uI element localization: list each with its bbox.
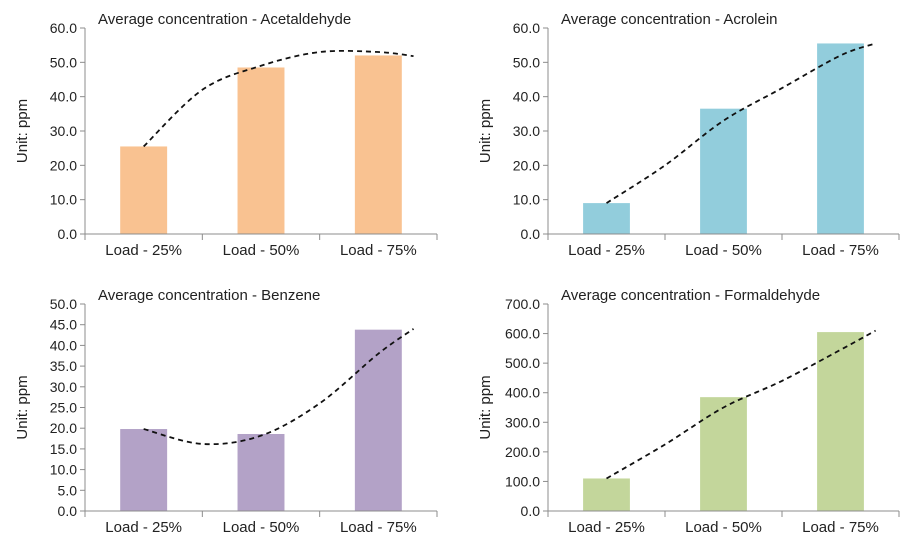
bar	[120, 429, 168, 511]
y-tick-label: 10.0	[50, 192, 77, 208]
bar	[700, 108, 747, 234]
trend-line	[143, 49, 414, 148]
y-tick-label: 60.0	[50, 20, 77, 36]
chart-3: 0.0 5.0 10.0 15.0 20.0 25.0 30.0 35.0 40.0 45.0 50…	[14, 287, 438, 536]
bar	[237, 433, 285, 511]
y-tick-label: 15.0	[50, 441, 77, 457]
y-tick-label: 60.0	[513, 20, 540, 36]
x-tick-label: Load - 50%	[223, 519, 300, 536]
y-tick-label: 30.0	[50, 123, 77, 139]
x-tick-label: Load - 75%	[802, 242, 879, 259]
bar	[700, 397, 747, 511]
bar	[583, 478, 630, 511]
trend-line	[606, 329, 877, 480]
y-tick-label: 700.0	[505, 296, 540, 312]
y-tick-label: 50.0	[50, 54, 77, 70]
y-axis-label: Unit: ppm	[477, 375, 494, 439]
x-tick-label: Load - 50%	[685, 519, 762, 536]
y-tick-label: 25.0	[50, 400, 77, 416]
trend-line	[143, 328, 415, 446]
y-tick-label: 40.0	[50, 337, 77, 353]
y-tick-label: 20.0	[513, 157, 540, 173]
chart-2: 0.0 10.0 20.0 30.0 40.0 50.0 60.0 Load - 25% Loa…	[477, 11, 900, 259]
y-tick-label: 0.0	[58, 226, 78, 242]
x-tick-label: Load - 25%	[568, 242, 645, 259]
y-tick-label: 400.0	[505, 385, 540, 401]
y-tick-label: 10.0	[50, 462, 77, 478]
y-tick-label: 35.0	[50, 358, 77, 374]
y-axis-label: Unit: ppm	[477, 99, 494, 163]
y-tick-label: 0.0	[58, 503, 78, 519]
chart-4: 0.0 100.0 200.0 300.0 400.0 500.0 600.0 700.0 Lo…	[477, 287, 900, 536]
y-tick-label: 100.0	[505, 473, 540, 489]
bar	[120, 146, 168, 234]
chart-title: Average concentration - Acetaldehyde	[98, 11, 351, 28]
y-tick-label: 600.0	[505, 326, 540, 342]
y-tick-label: 50.0	[50, 296, 77, 312]
x-tick-label: Load - 25%	[105, 242, 182, 259]
y-tick-label: 50.0	[513, 54, 540, 70]
y-tick-label: 45.0	[50, 317, 77, 333]
bar	[354, 55, 402, 234]
bar	[354, 329, 402, 511]
y-tick-label: 10.0	[513, 192, 540, 208]
chart-title: Average concentration - Formaldehyde	[561, 287, 820, 304]
x-tick-label: Load - 50%	[223, 242, 300, 259]
y-tick-label: 0.0	[521, 226, 541, 242]
y-tick-label: 20.0	[50, 420, 77, 436]
y-axis-label: Unit: ppm	[14, 375, 31, 439]
trend-line	[606, 42, 876, 204]
x-tick-label: Load - 75%	[802, 519, 879, 536]
y-tick-label: 20.0	[50, 157, 77, 173]
bar	[817, 332, 864, 511]
x-tick-label: Load - 75%	[340, 519, 417, 536]
chart-title: Average concentration - Benzene	[98, 287, 320, 304]
chart-title: Average concentration - Acrolein	[561, 11, 778, 28]
bar	[817, 43, 864, 235]
y-axis-label: Unit: ppm	[14, 99, 31, 163]
y-tick-label: 5.0	[58, 482, 78, 498]
y-tick-label: 200.0	[505, 444, 540, 460]
y-tick-label: 300.0	[505, 414, 540, 430]
y-tick-label: 500.0	[505, 355, 540, 371]
y-tick-label: 40.0	[50, 89, 77, 105]
bar	[583, 203, 630, 234]
y-tick-label: 30.0	[513, 123, 540, 139]
x-tick-label: Load - 75%	[340, 242, 417, 259]
x-tick-label: Load - 25%	[105, 519, 182, 536]
chart-1: 0.0 10.0 20.0 30.0 40.0 50.0 60.0 Load - 25% Loa…	[14, 11, 438, 259]
x-tick-label: Load - 25%	[568, 519, 645, 536]
y-tick-label: 40.0	[513, 89, 540, 105]
x-tick-label: Load - 50%	[685, 242, 762, 259]
bar	[237, 67, 285, 234]
y-tick-label: 30.0	[50, 379, 77, 395]
y-tick-label: 0.0	[521, 503, 541, 519]
